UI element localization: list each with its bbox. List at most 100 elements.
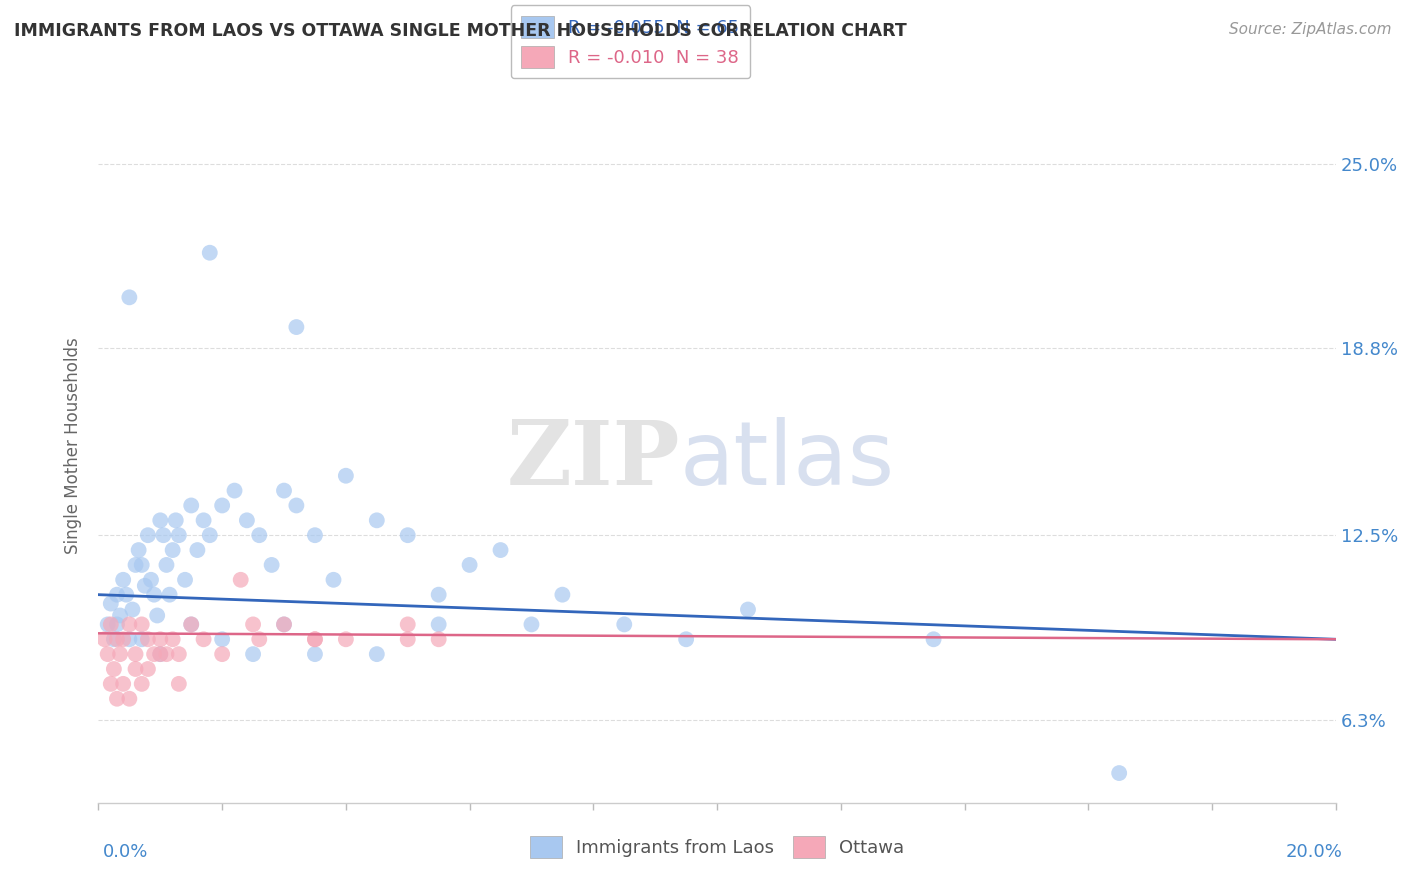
- Point: [193, 632, 215, 647]
- Point: [105, 588, 128, 602]
- Point: [551, 588, 574, 602]
- Point: [159, 588, 181, 602]
- Point: [520, 617, 543, 632]
- Point: [146, 608, 169, 623]
- Point: [193, 513, 215, 527]
- Point: [366, 513, 388, 527]
- Point: [131, 677, 153, 691]
- Point: [236, 513, 259, 527]
- Point: [149, 632, 172, 647]
- Point: [100, 677, 122, 691]
- Point: [155, 558, 177, 572]
- Point: [112, 573, 135, 587]
- Point: [211, 499, 233, 513]
- Point: [737, 602, 759, 616]
- Point: [139, 573, 162, 587]
- Point: [105, 632, 128, 647]
- Point: [396, 632, 419, 647]
- Point: [304, 632, 326, 647]
- Point: [103, 632, 125, 647]
- Point: [112, 677, 135, 691]
- Point: [458, 558, 481, 572]
- Point: [273, 617, 295, 632]
- Point: [180, 499, 202, 513]
- Point: [211, 632, 233, 647]
- Point: [97, 617, 120, 632]
- Point: [112, 632, 135, 647]
- Point: [247, 528, 270, 542]
- Point: [322, 573, 344, 587]
- Point: [124, 647, 146, 661]
- Point: [155, 647, 177, 661]
- Point: [211, 647, 233, 661]
- Point: [167, 677, 190, 691]
- Point: [134, 579, 156, 593]
- Point: [613, 617, 636, 632]
- Point: [242, 617, 264, 632]
- Point: [427, 617, 450, 632]
- Point: [186, 543, 208, 558]
- Point: [118, 290, 141, 304]
- Point: [118, 632, 141, 647]
- Point: [149, 647, 172, 661]
- Point: [180, 617, 202, 632]
- Point: [93, 632, 115, 647]
- Point: [149, 513, 172, 527]
- Point: [103, 662, 125, 676]
- Point: [304, 632, 326, 647]
- Point: [136, 662, 159, 676]
- Point: [304, 528, 326, 542]
- Point: [128, 543, 150, 558]
- Point: [136, 632, 159, 647]
- Text: 0.0%: 0.0%: [103, 843, 148, 861]
- Point: [131, 558, 153, 572]
- Point: [427, 588, 450, 602]
- Point: [198, 528, 221, 542]
- Point: [273, 483, 295, 498]
- Text: atlas: atlas: [681, 417, 896, 504]
- Point: [180, 617, 202, 632]
- Point: [427, 632, 450, 647]
- Point: [273, 617, 295, 632]
- Point: [285, 320, 308, 334]
- Point: [198, 245, 221, 260]
- Point: [118, 691, 141, 706]
- Point: [118, 617, 141, 632]
- Point: [335, 468, 357, 483]
- Point: [229, 573, 252, 587]
- Point: [260, 558, 283, 572]
- Point: [1108, 766, 1130, 780]
- Point: [174, 573, 197, 587]
- Point: [108, 608, 131, 623]
- Point: [124, 662, 146, 676]
- Point: [489, 543, 512, 558]
- Point: [165, 513, 187, 527]
- Point: [143, 647, 166, 661]
- Point: [247, 632, 270, 647]
- Point: [675, 632, 697, 647]
- Point: [131, 632, 153, 647]
- Point: [143, 588, 166, 602]
- Point: [131, 617, 153, 632]
- Point: [105, 691, 128, 706]
- Point: [124, 558, 146, 572]
- Point: [242, 647, 264, 661]
- Point: [162, 543, 184, 558]
- Point: [167, 528, 190, 542]
- Point: [108, 647, 131, 661]
- Point: [105, 617, 128, 632]
- Point: [149, 647, 172, 661]
- Point: [167, 647, 190, 661]
- Point: [162, 632, 184, 647]
- Text: Source: ZipAtlas.com: Source: ZipAtlas.com: [1229, 22, 1392, 37]
- Point: [366, 647, 388, 661]
- Point: [152, 528, 174, 542]
- Point: [100, 617, 122, 632]
- Point: [121, 602, 143, 616]
- Point: [922, 632, 945, 647]
- Point: [335, 632, 357, 647]
- Point: [136, 528, 159, 542]
- Point: [304, 647, 326, 661]
- Text: 20.0%: 20.0%: [1286, 843, 1343, 861]
- Point: [396, 617, 419, 632]
